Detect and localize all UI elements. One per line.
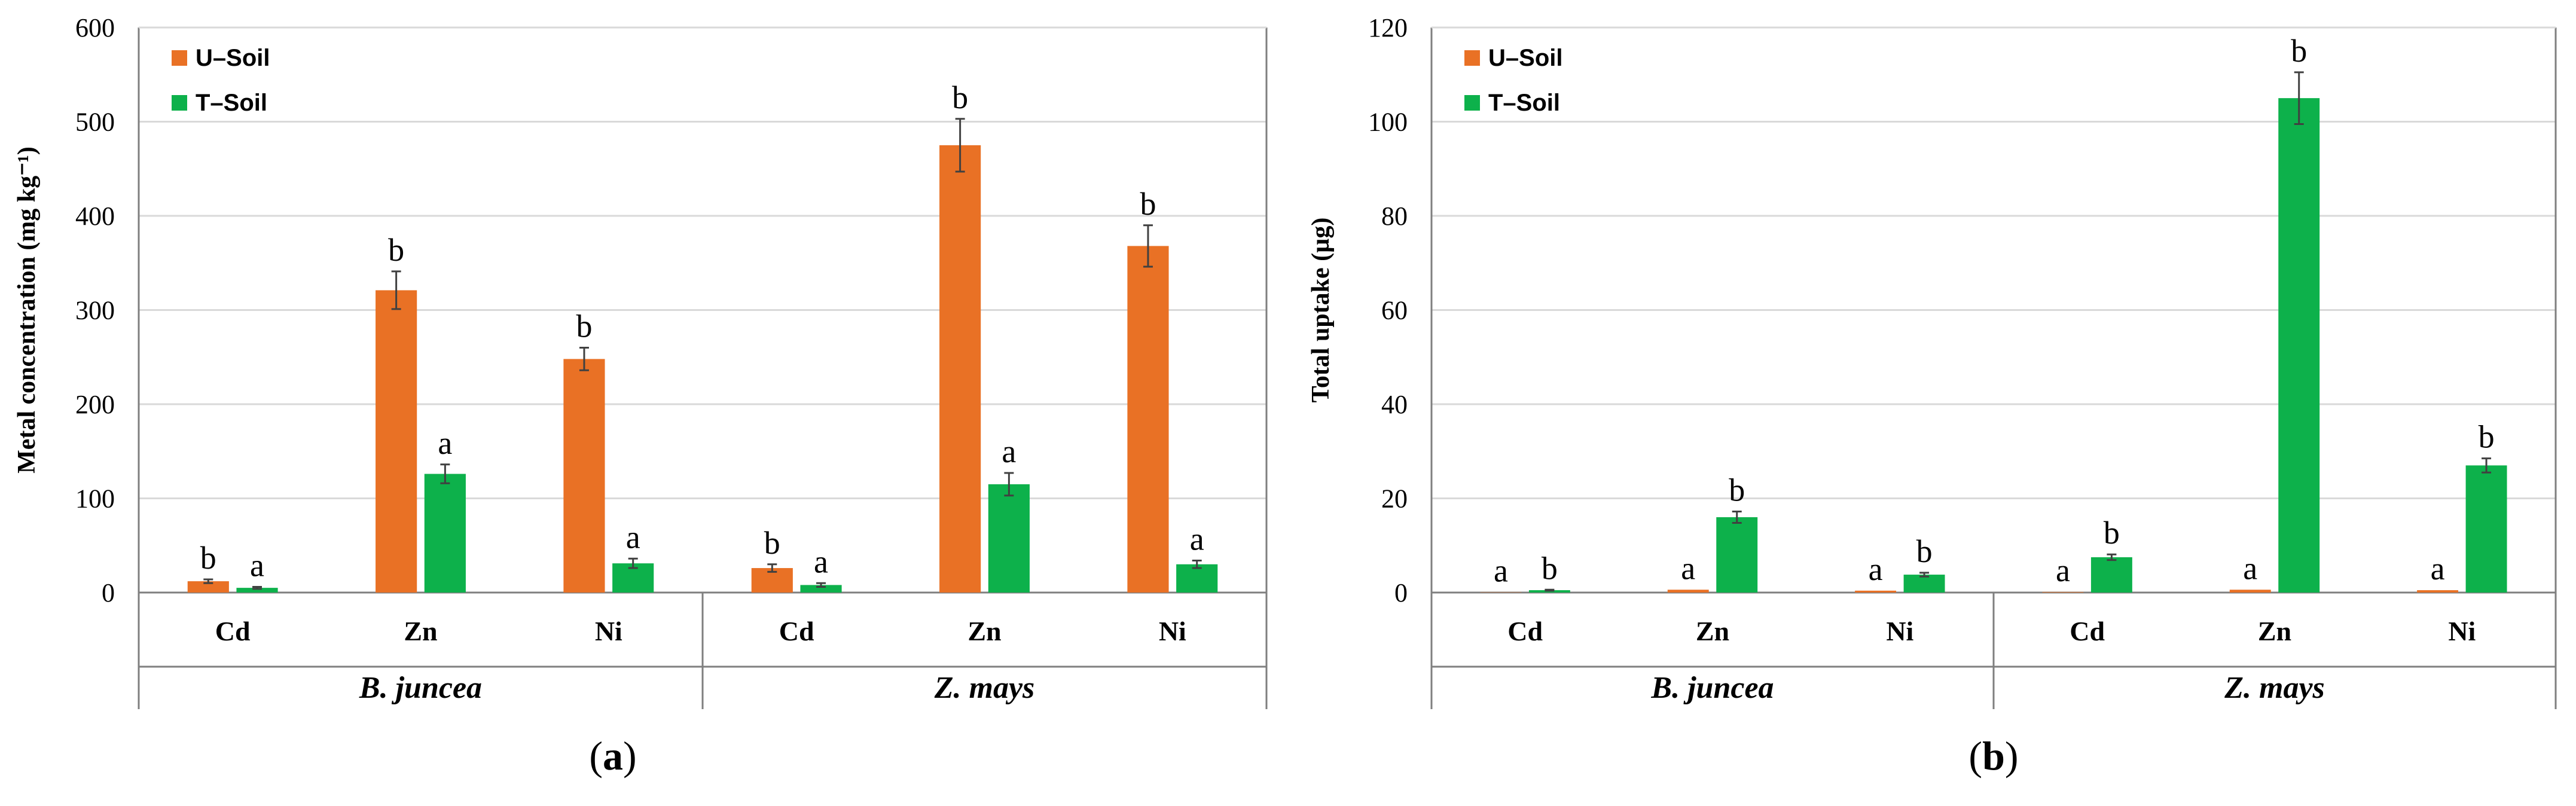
legend-swatch-t-soil bbox=[172, 95, 187, 111]
bar-t-soil bbox=[2090, 557, 2132, 593]
bar-u-soil bbox=[2042, 592, 2084, 593]
bar-t-soil bbox=[236, 588, 278, 593]
significance-letter: a bbox=[626, 519, 640, 555]
y-axis-title: Metal concentration (mg kg⁻¹) bbox=[13, 146, 41, 474]
legend-label-t-soil: T–Soil bbox=[1488, 90, 1560, 116]
legend-label-u-soil: U–Soil bbox=[196, 45, 270, 71]
panel-b: 0 20 40 60 80 100 120 Total uptake (µg) Cd Zn Ni Cd… bbox=[1288, 0, 2576, 806]
y-tick-label: 100 bbox=[1368, 108, 1408, 137]
significance-letter: b bbox=[1916, 533, 1933, 569]
legend-swatch-t-soil bbox=[1464, 95, 1480, 111]
significance-letter: b bbox=[1729, 472, 1745, 508]
y-tick-label: 400 bbox=[75, 202, 115, 231]
legend-swatch-u-soil bbox=[172, 50, 187, 66]
significance-letter: a bbox=[1681, 550, 1695, 586]
significance-letter: a bbox=[1869, 551, 1883, 587]
significance-letter: b bbox=[1542, 550, 1558, 586]
significance-letter: a bbox=[2431, 551, 2445, 587]
category-label: Ni bbox=[1159, 616, 1186, 646]
significance-letter: b bbox=[952, 80, 968, 115]
legend-label-u-soil: U–Soil bbox=[1488, 45, 1562, 71]
significance-letter: a bbox=[438, 425, 452, 461]
category-label: Cd bbox=[1507, 616, 1543, 646]
y-tick-label: 120 bbox=[1368, 13, 1408, 42]
bar-u-soil bbox=[563, 359, 605, 593]
chart-a: 0 100 200 300 400 500 600 Metal concentration (… bbox=[13, 13, 1268, 709]
y-tick-label: 0 bbox=[102, 578, 115, 607]
category-label: Ni bbox=[595, 616, 622, 646]
significance-letter: a bbox=[1190, 521, 1204, 557]
y-tick-label: 600 bbox=[75, 13, 115, 42]
significance-letter: a bbox=[1002, 433, 1016, 469]
y-tick-label: 80 bbox=[1381, 202, 1408, 231]
panel-a: 0 100 200 300 400 500 600 Metal concentration (… bbox=[13, 13, 1268, 778]
bar-u-soil bbox=[2229, 590, 2271, 593]
legend-swatch-u-soil bbox=[1464, 50, 1480, 66]
bar-t-soil bbox=[2465, 465, 2507, 593]
y-tick-label: 500 bbox=[75, 108, 115, 137]
significance-letter: a bbox=[2243, 550, 2257, 586]
significance-letter: a bbox=[814, 544, 828, 579]
significance-letter: b bbox=[2104, 515, 2120, 551]
bar-t-soil bbox=[1176, 564, 1218, 593]
category-label: Zn bbox=[2258, 616, 2291, 646]
panel-b-label: (b) bbox=[1968, 733, 2019, 778]
bar-u-soil bbox=[939, 145, 981, 593]
y-tick-label: 40 bbox=[1381, 390, 1408, 419]
bar-u-soil bbox=[1667, 590, 1709, 593]
bar-u-soil bbox=[1127, 246, 1169, 593]
bar-t-soil bbox=[2278, 98, 2320, 593]
significance-letter: b bbox=[1140, 186, 1156, 222]
group-label: B. juncea bbox=[359, 671, 482, 705]
bar-u-soil bbox=[376, 290, 417, 593]
group-label: Z. mays bbox=[2224, 671, 2325, 705]
bar-t-soil bbox=[988, 484, 1030, 593]
category-label: Cd bbox=[2070, 616, 2105, 646]
bar-u-soil bbox=[187, 581, 229, 593]
significance-letter: b bbox=[2479, 419, 2495, 455]
category-label: Ni bbox=[2448, 616, 2476, 646]
y-tick-label: 60 bbox=[1381, 296, 1408, 325]
y-tick-label: 200 bbox=[75, 390, 115, 419]
bar-t-soil bbox=[1716, 517, 1758, 593]
category-label: Zn bbox=[404, 616, 437, 646]
bar-t-soil bbox=[800, 585, 842, 593]
significance-letter: b bbox=[388, 232, 404, 268]
legend-label-t-soil: T–Soil bbox=[196, 90, 267, 116]
bar-u-soil bbox=[2417, 590, 2459, 593]
chart-b: 0 20 40 60 80 100 120 Total uptake (µg) Cd Zn Ni Cd… bbox=[1307, 13, 2557, 709]
y-axis-title: Total uptake (µg) bbox=[1307, 218, 1335, 403]
category-label: Ni bbox=[1886, 616, 1913, 646]
group-label: Z. mays bbox=[934, 671, 1035, 705]
significance-letter: a bbox=[2056, 552, 2070, 588]
y-tick-label: 20 bbox=[1381, 484, 1408, 514]
bar-u-soil bbox=[1855, 590, 1897, 593]
significance-letter: b bbox=[2291, 33, 2307, 69]
bar-t-soil bbox=[424, 474, 466, 593]
significance-letter: b bbox=[764, 525, 780, 561]
significance-letter: b bbox=[576, 309, 592, 344]
y-tick-label: 0 bbox=[1394, 578, 1408, 607]
category-label: Cd bbox=[779, 616, 814, 646]
category-label: Cd bbox=[215, 616, 251, 646]
bar-t-soil bbox=[1903, 575, 1945, 593]
y-tick-label: 100 bbox=[75, 484, 115, 514]
y-tick-label: 300 bbox=[75, 296, 115, 325]
group-label: B. juncea bbox=[1650, 671, 1774, 705]
significance-letter: a bbox=[250, 548, 264, 584]
significance-letter: a bbox=[1494, 553, 1508, 589]
category-label: Zn bbox=[1696, 616, 1729, 646]
category-label: Zn bbox=[967, 616, 1001, 646]
panel-a-label: (a) bbox=[589, 733, 637, 778]
significance-letter: b bbox=[200, 540, 216, 576]
